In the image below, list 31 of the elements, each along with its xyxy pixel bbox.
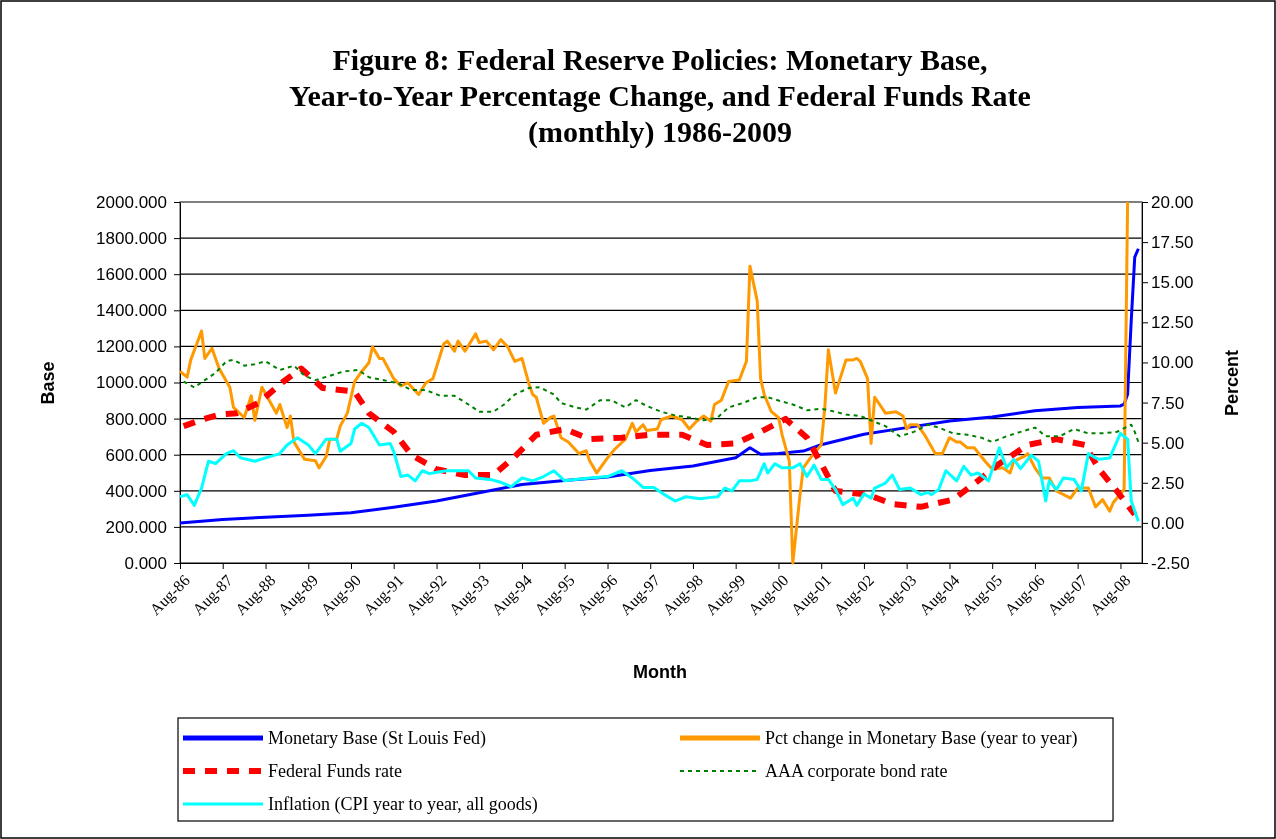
legend-label: Federal Funds rate: [268, 761, 402, 781]
chart-title: Figure 8: Federal Reserve Policies: Monetary Base, Year-to-Year Percentage Change, and Federal Funds Rate (monthly) 1986-2009: [289, 43, 1031, 149]
y2-tick-label: 20.00: [1151, 192, 1194, 212]
x-axis-title: Month: [633, 662, 687, 682]
y-tick-label: 1800.000: [96, 229, 167, 249]
legend-label: AAA corporate bond rate: [765, 761, 948, 781]
line-series: [178, 200, 1130, 565]
y-tick-label: 200.000: [105, 517, 167, 537]
legend-label: Inflation (CPI year to year, all goods): [268, 794, 538, 815]
y-tick-label: 600.000: [105, 445, 167, 465]
y2-tick-label: 10.00: [1151, 353, 1194, 373]
y-tick-label: 1200.000: [96, 337, 167, 357]
y2-tick-label: 15.00: [1151, 273, 1194, 293]
y-tick-label: 2000.000: [96, 192, 167, 212]
y-tick-label: 1400.000: [96, 301, 167, 321]
y2-tick-label: -2.50: [1151, 553, 1190, 573]
y-tick-label: 1000.000: [96, 373, 167, 393]
y-tick-label: 400.000: [105, 481, 167, 501]
y2-tick-label: 12.50: [1151, 313, 1194, 333]
y2-axis-title: Percent: [1222, 349, 1242, 417]
legend-label: Monetary Base (St Louis Fed): [268, 728, 486, 749]
y2-tick-label: 0.00: [1151, 513, 1185, 533]
y-axis-title: Base: [38, 361, 58, 405]
y2-tick-label: 7.50: [1151, 393, 1185, 413]
y2-tick-label: 5.00: [1151, 433, 1185, 453]
y-tick-label: 1600.000: [96, 265, 167, 285]
y2-tick-label: 17.50: [1151, 233, 1194, 253]
y2-tick-label: 2.50: [1151, 473, 1185, 493]
legend-label: Pct change in Monetary Base (year to year): [765, 728, 1078, 749]
y-tick-label: 0.000: [124, 553, 167, 573]
y-tick-label: 800.000: [105, 409, 167, 429]
